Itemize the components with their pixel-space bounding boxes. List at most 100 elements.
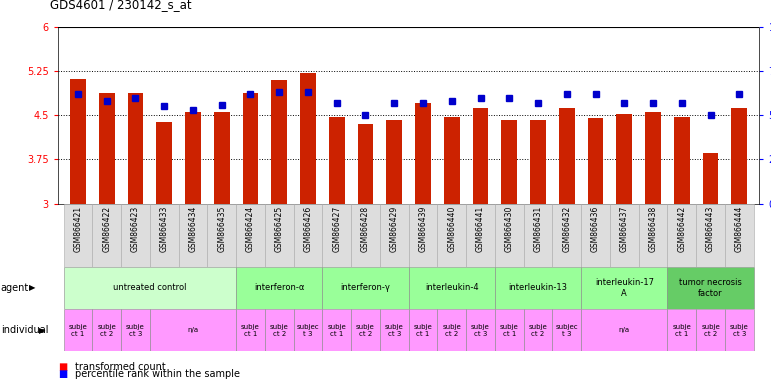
Bar (121, 309, 150, 351)
Text: GSM866442: GSM866442 (677, 205, 686, 252)
Text: transformed count: transformed count (75, 362, 166, 372)
Text: ▶: ▶ (29, 283, 35, 293)
Text: GSM866431: GSM866431 (534, 205, 543, 252)
Bar (271, 80, 287, 204)
Text: GSM866438: GSM866438 (648, 205, 658, 252)
Text: GSM866433: GSM866433 (160, 205, 169, 252)
Text: GSM866441: GSM866441 (476, 205, 485, 252)
Bar (466, 204, 495, 267)
Text: interferon-γ: interferon-γ (341, 283, 390, 293)
Bar (415, 103, 431, 204)
Text: n/a: n/a (618, 327, 630, 333)
Bar (322, 204, 351, 267)
Bar (185, 112, 201, 204)
Text: GSM866430: GSM866430 (505, 205, 513, 252)
Text: interferon-α: interferon-α (254, 283, 305, 293)
Text: ▶: ▶ (39, 326, 45, 335)
Text: GSM866425: GSM866425 (274, 205, 284, 252)
Bar (524, 309, 552, 351)
Bar (473, 108, 488, 204)
Text: subje
ct 1: subje ct 1 (69, 324, 87, 337)
Text: subjec
t 3: subjec t 3 (297, 324, 319, 337)
Text: GSM866423: GSM866423 (131, 205, 140, 252)
Text: subje
ct 2: subje ct 2 (97, 324, 116, 337)
Bar (668, 204, 696, 267)
Text: GSM866427: GSM866427 (332, 205, 342, 252)
Text: GSM866436: GSM866436 (591, 205, 600, 252)
Bar (437, 204, 466, 267)
Bar (150, 204, 179, 267)
Bar (157, 122, 172, 204)
Bar (265, 309, 294, 351)
Bar (300, 73, 316, 204)
Bar (63, 204, 93, 267)
Text: subje
ct 1: subje ct 1 (672, 324, 691, 337)
Text: percentile rank within the sample: percentile rank within the sample (75, 369, 240, 379)
Bar (495, 309, 524, 351)
Bar (179, 204, 207, 267)
Bar (610, 204, 638, 267)
Bar (121, 204, 150, 267)
Bar (616, 114, 632, 204)
Bar (243, 93, 258, 204)
Bar (93, 309, 121, 351)
Bar (409, 267, 495, 309)
Bar (466, 309, 495, 351)
Text: subje
ct 1: subje ct 1 (413, 324, 433, 337)
Text: n/a: n/a (187, 327, 199, 333)
Bar (329, 117, 345, 204)
Text: GSM866440: GSM866440 (447, 205, 456, 252)
Text: tumor necrosis
factor: tumor necrosis factor (679, 278, 742, 298)
Bar (409, 309, 437, 351)
Text: subje
ct 2: subje ct 2 (270, 324, 288, 337)
Bar (725, 309, 754, 351)
Bar (552, 309, 581, 351)
Bar (380, 204, 409, 267)
Bar (322, 267, 409, 309)
Bar (495, 267, 581, 309)
Bar (645, 112, 661, 204)
Bar (732, 108, 747, 204)
Text: GSM866428: GSM866428 (361, 205, 370, 252)
Bar (380, 309, 409, 351)
Bar (63, 309, 93, 351)
Text: GSM866443: GSM866443 (706, 205, 715, 252)
Text: GSM866429: GSM866429 (390, 205, 399, 252)
Bar (668, 309, 696, 351)
Bar (236, 267, 322, 309)
Text: GSM866424: GSM866424 (246, 205, 255, 252)
Text: subje
ct 1: subje ct 1 (241, 324, 260, 337)
Text: GSM866432: GSM866432 (562, 205, 571, 252)
Bar (294, 309, 322, 351)
Text: untreated control: untreated control (113, 283, 187, 293)
Bar (530, 120, 546, 204)
Text: subje
ct 2: subje ct 2 (529, 324, 547, 337)
Text: GSM866435: GSM866435 (217, 205, 226, 252)
Bar (588, 118, 604, 204)
Bar (559, 108, 574, 204)
Bar (409, 204, 437, 267)
Text: GSM866444: GSM866444 (735, 205, 744, 252)
Text: GSM866437: GSM866437 (620, 205, 629, 252)
Bar (93, 204, 121, 267)
Text: subje
ct 3: subje ct 3 (385, 324, 404, 337)
Bar (99, 93, 115, 204)
Text: subje
ct 1: subje ct 1 (500, 324, 519, 337)
Bar (70, 79, 86, 204)
Bar (207, 204, 236, 267)
Text: agent: agent (1, 283, 29, 293)
Text: GDS4601 / 230142_s_at: GDS4601 / 230142_s_at (50, 0, 192, 12)
Text: subje
ct 2: subje ct 2 (356, 324, 375, 337)
Text: subjec
t 3: subjec t 3 (555, 324, 578, 337)
Bar (63, 267, 236, 309)
Bar (236, 204, 265, 267)
Bar (668, 267, 754, 309)
Bar (552, 204, 581, 267)
Bar (702, 154, 719, 204)
Bar (322, 309, 351, 351)
Bar (581, 267, 668, 309)
Text: interleukin-13: interleukin-13 (509, 283, 567, 293)
Bar (725, 204, 754, 267)
Bar (501, 120, 517, 204)
Bar (696, 204, 725, 267)
